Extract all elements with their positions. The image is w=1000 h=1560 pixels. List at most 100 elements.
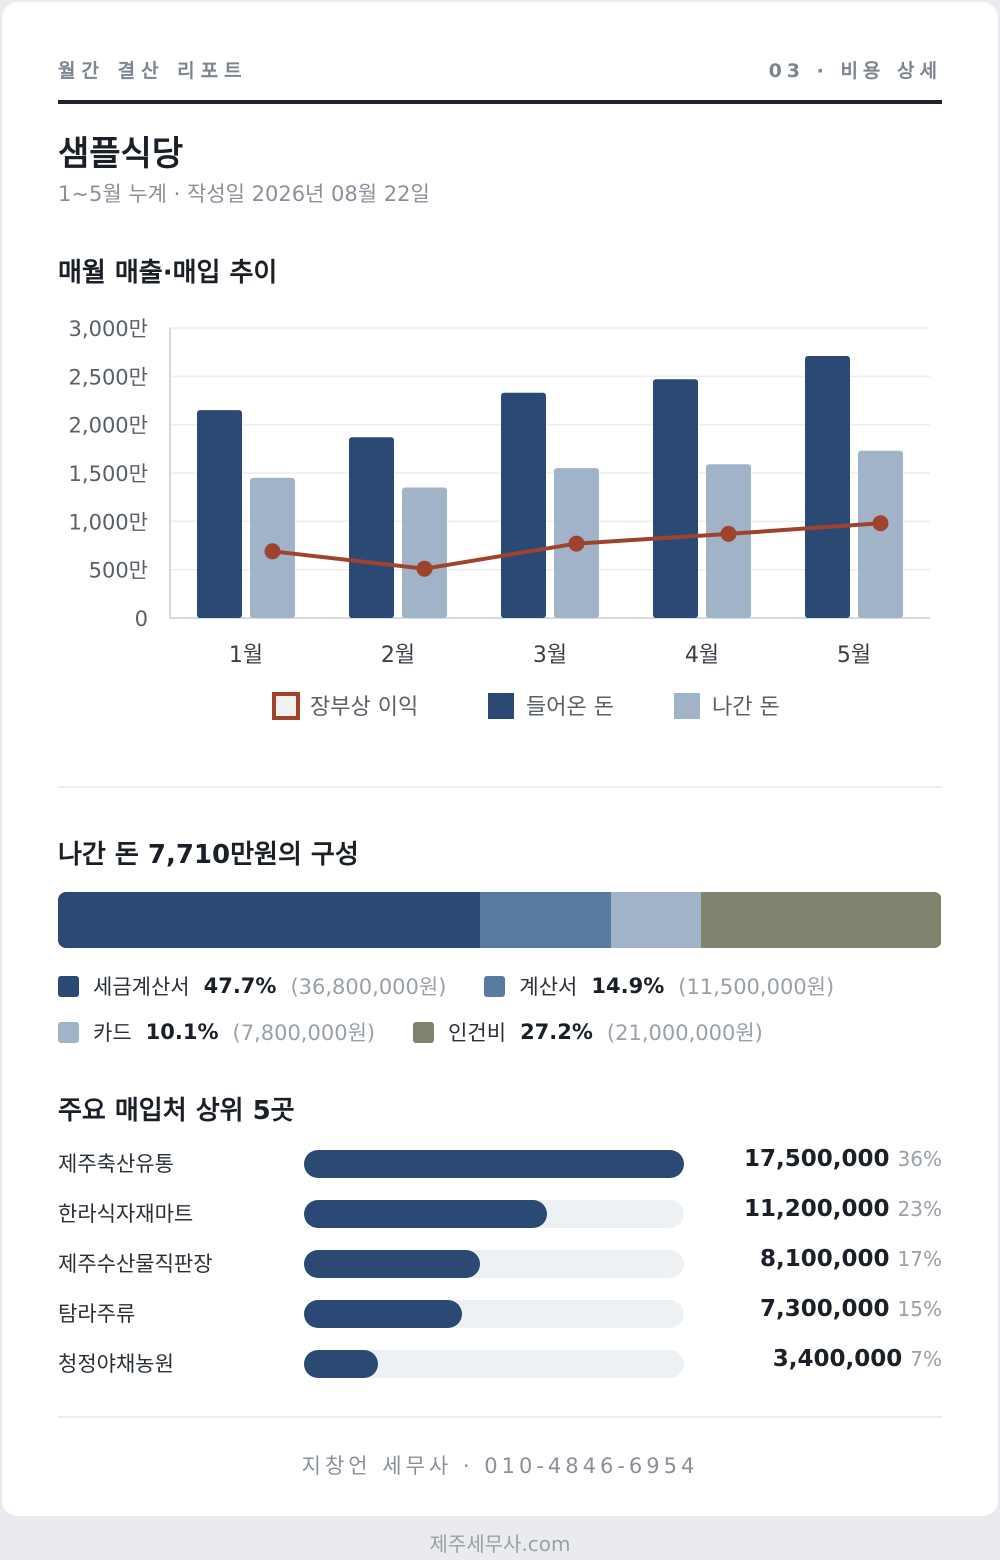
trend-chart: 0 500만 1,000만 1,500만 2,000만 2,500만 3,000만 1월 2월 3… (69, 317, 930, 720)
bar-income (501, 392, 546, 618)
x-tick-label: 5월 (837, 643, 871, 668)
legend-swatch (484, 975, 506, 997)
vendor-bar-fill (304, 1300, 463, 1328)
bar-income (805, 356, 850, 618)
y-tick-label: 1,000만 (69, 510, 148, 534)
vendor-name: 제주수산물직판장 (58, 1252, 213, 1276)
legend-label: 들어온 돈 (526, 695, 614, 720)
legend-percent: 10.1% (145, 1020, 219, 1044)
site-name: 제주세무사.com (429, 1532, 571, 1556)
vendor-value: 7,300,000 15% (760, 1296, 942, 1322)
vendor-bar-track (304, 1200, 684, 1228)
legend-amount: (7,800,000원) (232, 1021, 376, 1045)
profit-point (264, 543, 281, 560)
vendor-value: 3,400,000 7% (773, 1346, 942, 1372)
legend-label: 장부상 이익 (310, 695, 418, 720)
profit-point (720, 525, 737, 542)
vendor-value: 8,100,000 17% (760, 1246, 942, 1272)
legend-amount: (36,800,000원) (290, 975, 447, 999)
y-tick-label: 2,000만 (69, 414, 148, 438)
composition-segment (58, 892, 480, 948)
vendor-list: 제주축산유통 17,500,000 36% 한라식자재마트 11,200,000 23% 제… (58, 1142, 942, 1392)
legend-label: 나간 돈 (712, 695, 780, 720)
x-tick-label: 4월 (685, 643, 719, 668)
vendor-bar-fill (304, 1200, 548, 1228)
bar-expense (402, 487, 447, 618)
divider (58, 1416, 942, 1418)
profit-point (872, 515, 889, 532)
bar-income (349, 437, 394, 618)
composition-segment (479, 892, 612, 948)
composition-title: 나간 돈 7,710만원의 구성 (58, 840, 359, 870)
vendor-amount: 3,400,000 (772, 1346, 903, 1372)
vendor-bar-track (304, 1150, 684, 1178)
legend-amount: (11,500,000원) (678, 975, 835, 999)
vendor-amount: 17,500,000 (744, 1146, 890, 1172)
y-tick-label: 500만 (89, 559, 148, 583)
vendor-percent: 17% (897, 1247, 942, 1271)
vendors-title: 주요 매입처 상위 5곳 (58, 1096, 295, 1126)
composition-legend-item: 카드 10.1% (7,800,000원) (58, 1017, 375, 1047)
vendor-row: 제주축산유통 17,500,000 36% (58, 1142, 942, 1192)
footer-contact: 지창언 세무사 · 010-4846-6954 (301, 1454, 699, 1478)
vendor-bar-track (304, 1250, 684, 1278)
vendor-row: 청정야채농원 3,400,000 7% (58, 1342, 942, 1392)
legend-percent: 47.7% (203, 974, 277, 998)
composition-segment (700, 892, 942, 948)
vendor-name: 한라식자재마트 (58, 1202, 194, 1226)
vendor-name: 탐라주류 (58, 1302, 136, 1326)
vendor-percent: 23% (897, 1197, 942, 1221)
profit-point (416, 560, 433, 577)
report-subtitle: 1~5월 누계 · 작성일 2026년 08월 22일 (58, 182, 430, 206)
vendor-value: 17,500,000 36% (744, 1146, 942, 1172)
vendor-bar-track (304, 1300, 684, 1328)
vendor-name: 제주축산유통 (58, 1152, 174, 1176)
vendor-percent: 36% (897, 1147, 942, 1171)
vendor-bar-track (304, 1350, 684, 1378)
legend-swatch-bar (674, 693, 700, 719)
vendor-bar-fill (304, 1150, 684, 1178)
bar-income (653, 379, 698, 618)
bar-income (197, 410, 242, 618)
y-tick-label: 2,500만 (69, 365, 148, 389)
trend-title: 매월 매출·매입 추이 (58, 258, 278, 288)
composition-legend-item: 인건비 27.2% (21,000,000원) (413, 1017, 763, 1047)
legend-swatch-line (272, 692, 300, 720)
x-tick-label: 2월 (381, 643, 415, 668)
legend-swatch-bar (488, 693, 514, 719)
vendor-name: 청정야채농원 (58, 1352, 174, 1376)
legend-percent: 14.9% (591, 974, 665, 998)
vendor-row: 탐라주류 7,300,000 15% (58, 1292, 942, 1342)
legend-swatch (413, 1021, 435, 1043)
y-tick-label: 3,000만 (69, 317, 148, 341)
legend-swatch (58, 1021, 79, 1043)
vendor-bar-fill (304, 1250, 480, 1278)
legend-name: 계산서 (519, 975, 578, 999)
section-label: 03 · 비용 상세 (768, 60, 942, 82)
composition-segment (611, 892, 701, 948)
vendor-value: 11,200,000 23% (744, 1196, 942, 1222)
report-card: 월간 결산 리포트 03 · 비용 상세 샘플식당 1~5월 누계 · 작성일 … (2, 2, 998, 1516)
legend-name: 세금계산서 (93, 975, 190, 999)
vendor-amount: 7,300,000 (760, 1296, 890, 1322)
composition-legend-item: 세금계산서 47.7% (36,800,000원) (58, 971, 446, 1001)
composition-legend: 세금계산서 47.7% (36,800,000원) 계산서 14.9% (11,500,0… (58, 968, 942, 1060)
vendor-row: 한라식자재마트 11,200,000 23% (58, 1192, 942, 1242)
legend-swatch (58, 975, 79, 997)
legend-name: 인건비 (448, 1021, 507, 1045)
composition-bar (58, 892, 942, 948)
legend-row: 세금계산서 47.7% (36,800,000원) 계산서 14.9% (11,500,0… (58, 968, 942, 1004)
vendor-percent: 7% (910, 1347, 942, 1371)
legend-percent: 27.2% (520, 1020, 593, 1044)
x-tick-label: 1월 (229, 643, 263, 668)
vendor-row: 제주수산물직판장 8,100,000 17% (58, 1242, 942, 1292)
vendor-amount: 11,200,000 (744, 1196, 890, 1222)
y-tick-label: 1,500만 (69, 462, 148, 486)
legend-amount: (21,000,000원) (606, 1021, 763, 1045)
vendor-amount: 8,100,000 (760, 1246, 890, 1272)
legend-name: 카드 (93, 1021, 132, 1045)
business-name: 샘플식당 (58, 134, 184, 174)
x-tick-label: 3월 (533, 643, 567, 668)
y-tick-label: 0 (135, 607, 148, 631)
profit-point (568, 535, 585, 552)
